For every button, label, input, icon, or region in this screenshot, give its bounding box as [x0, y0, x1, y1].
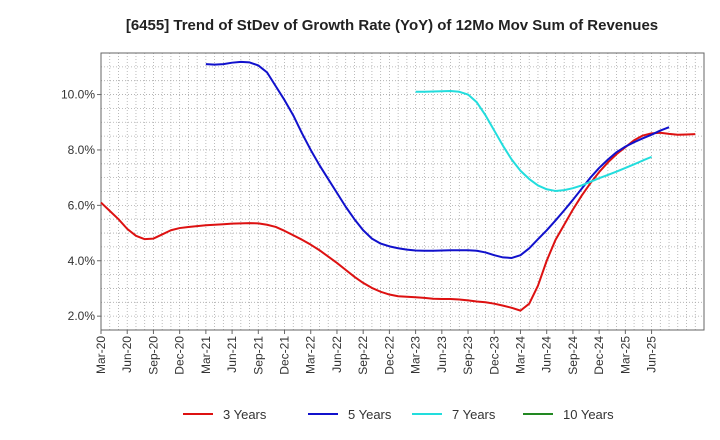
x-tick-label: Sep-21	[251, 336, 265, 375]
x-tick-label: Jun-22	[330, 336, 344, 373]
series-line-7-years	[415, 89, 652, 192]
x-tick-label: Sep-20	[146, 336, 160, 375]
grid	[100, 52, 705, 331]
legend-label: 5 Years	[348, 407, 392, 422]
x-tick-label: Sep-23	[461, 336, 475, 375]
series-lines	[100, 60, 696, 312]
x-tick-label: Mar-20	[94, 336, 108, 374]
x-tick-label: Jun-25	[645, 336, 659, 373]
x-tick-label: Dec-24	[592, 336, 606, 375]
series-line-5-years	[205, 60, 670, 259]
plot-area-frame	[100, 52, 705, 331]
y-tick-label: 4.0%	[68, 254, 96, 268]
x-tick-label: Jun-24	[540, 336, 554, 373]
legend-label: 7 Years	[452, 407, 496, 422]
x-tick-label: Mar-23	[409, 336, 423, 374]
x-axis: Mar-20 Jun-20 Sep-20 Dec-20 Mar-21 Jun-21 Sep-…	[94, 330, 659, 375]
x-tick-label: Jun-21	[225, 336, 239, 373]
chart-title: [6455] Trend of StDev of Growth Rate (Yo…	[126, 17, 658, 34]
x-tick-label: Dec-21	[278, 336, 292, 375]
y-tick-label: 8.0%	[68, 143, 96, 157]
x-tick-label: Dec-22	[382, 336, 396, 375]
x-tick-label: Mar-22	[304, 336, 318, 374]
y-tick-label: 2.0%	[68, 309, 96, 323]
y-axis: 2.0% 4.0% 6.0% 8.0% 10.0%	[61, 88, 101, 323]
y-tick-label: 10.0%	[61, 88, 95, 102]
x-tick-label: Mar-24	[513, 336, 527, 374]
y-tick-label: 6.0%	[68, 198, 96, 212]
x-tick-label: Sep-24	[566, 336, 580, 375]
x-tick-label: Dec-23	[487, 336, 501, 375]
x-tick-label: Mar-21	[199, 336, 213, 374]
x-tick-label: Dec-20	[173, 336, 187, 375]
x-tick-label: Jun-23	[435, 336, 449, 373]
x-tick-label: Mar-25	[618, 336, 632, 374]
legend-label: 3 Years	[223, 407, 267, 422]
legend-label: 10 Years	[563, 407, 614, 422]
legend: 3 Years 5 Years 7 Years 10 Years	[183, 407, 614, 422]
x-tick-label: Sep-22	[356, 336, 370, 375]
x-tick-label: Jun-20	[120, 336, 134, 373]
series-line-3-years	[100, 131, 696, 312]
